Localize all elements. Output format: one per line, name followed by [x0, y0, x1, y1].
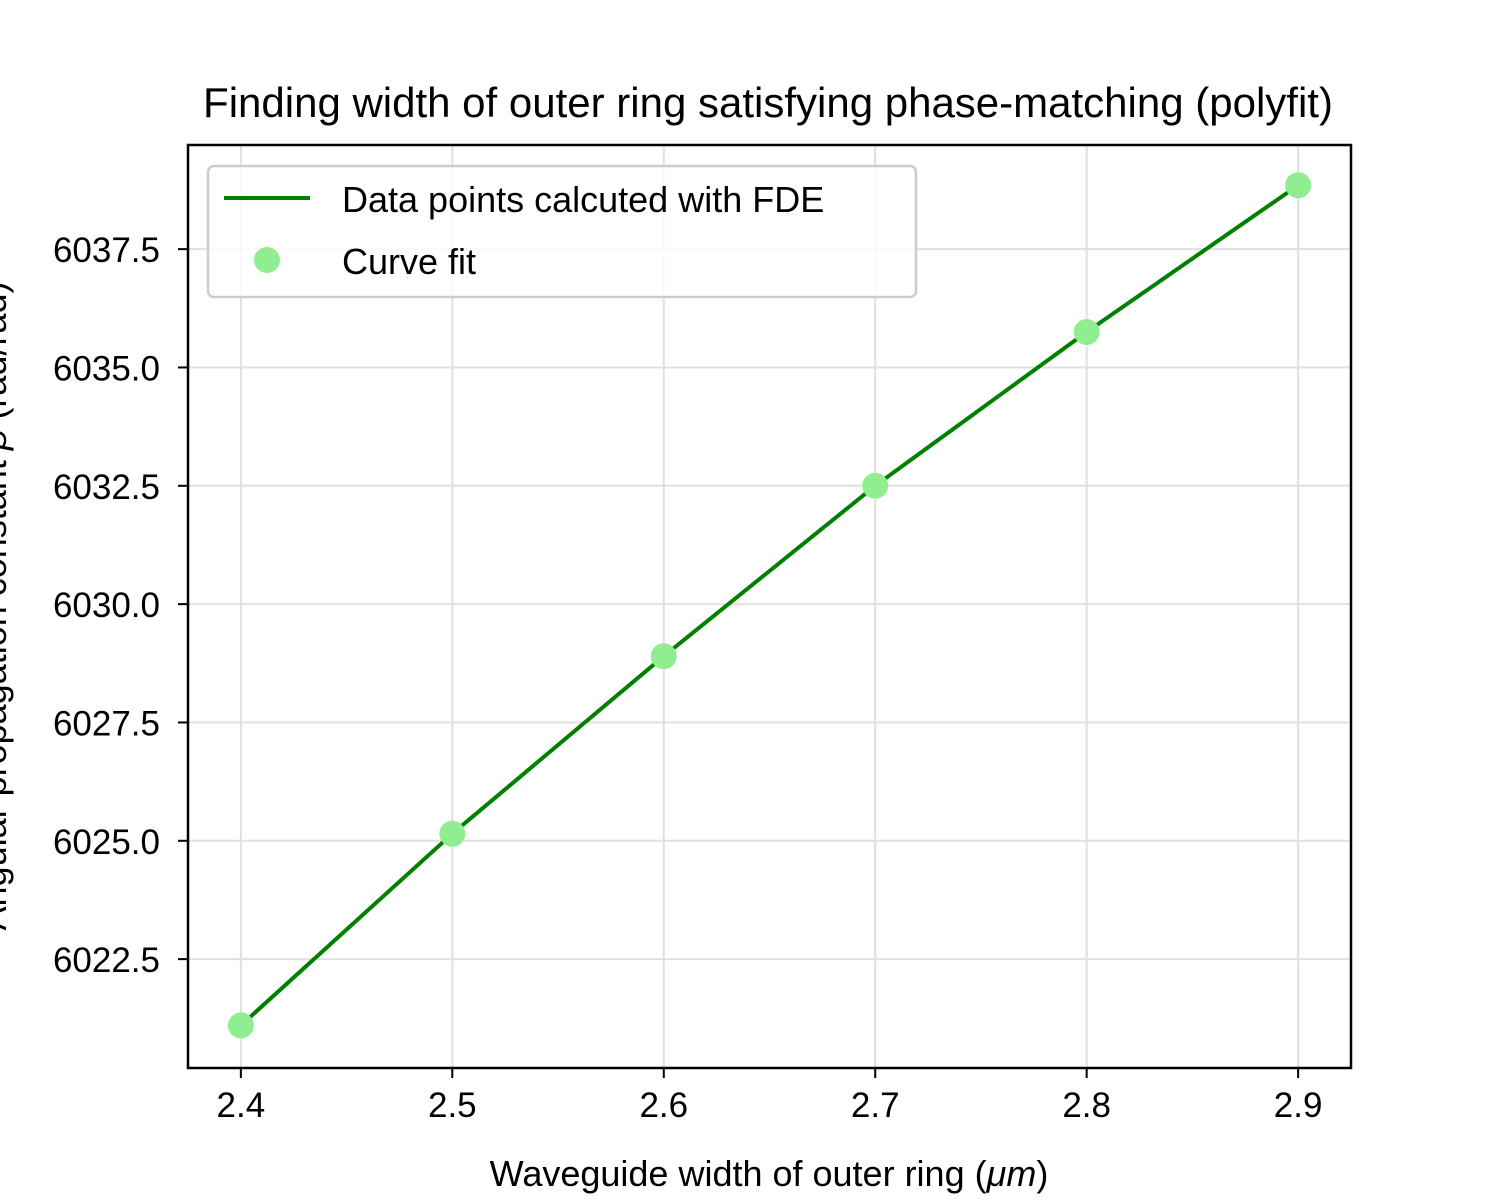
- y-tick-label: 6030.0: [53, 586, 160, 625]
- y-tick-label: 6027.5: [53, 704, 160, 743]
- axis-ticks: 2.4 2.5 2.6 2.7 2.8 2.9 6022.5 6025.0 6027.5 6030…: [53, 231, 1323, 1125]
- fde-data-line: [239, 183, 1300, 1027]
- y-tick-label: 6025.0: [53, 823, 160, 862]
- y-tick-label: 6035.0: [53, 349, 160, 388]
- legend-marker-swatch: [254, 247, 280, 273]
- plot-series: [227, 172, 1312, 1039]
- y-axis-label: Angular propagation constant β (rad/rad): [0, 282, 14, 931]
- x-axis-label: Waveguide width of outer ring (μm): [490, 1153, 1049, 1194]
- x-tick-label: 2.8: [1062, 1086, 1111, 1125]
- x-axis-label-unit: μm: [986, 1153, 1037, 1194]
- curve-fit-point: [1285, 172, 1312, 199]
- grid-lines: [188, 145, 1351, 1068]
- curve-fit-point: [862, 472, 889, 499]
- curve-fit-point: [650, 643, 677, 670]
- x-tick-label: 2.9: [1274, 1086, 1323, 1125]
- y-tick-label: 6037.5: [53, 231, 160, 270]
- x-tick-label: 2.6: [639, 1086, 688, 1125]
- y-axis-label-unit: (rad/rad): [0, 282, 14, 430]
- legend-box: [206, 164, 918, 299]
- curve-fit-point: [227, 1012, 254, 1039]
- x-axis-label-close: ): [1036, 1153, 1048, 1194]
- y-tick-label: 6022.5: [53, 941, 160, 980]
- y-axis-label-symbol: β: [0, 430, 14, 452]
- legend-label-curve-fit: Curve fit: [342, 241, 476, 282]
- curve-fit-point: [439, 820, 466, 847]
- x-axis-label-text: Waveguide width of outer ring (: [490, 1153, 987, 1194]
- plot-area-frame: [186, 143, 1353, 1070]
- curve-fit-point: [1073, 318, 1100, 345]
- x-tick-label: 2.4: [217, 1086, 266, 1125]
- legend: Data points calcuted with FDE Curve fit: [206, 164, 918, 299]
- y-tick-label: 6032.5: [53, 468, 160, 507]
- x-tick-label: 2.5: [428, 1086, 477, 1125]
- legend-label-fde: Data points calcuted with FDE: [342, 179, 824, 220]
- chart-title: Finding width of outer ring satisfying p…: [203, 79, 1333, 126]
- x-tick-label: 2.7: [851, 1086, 900, 1125]
- y-axis-label-text: Angular propagation constant: [0, 450, 14, 930]
